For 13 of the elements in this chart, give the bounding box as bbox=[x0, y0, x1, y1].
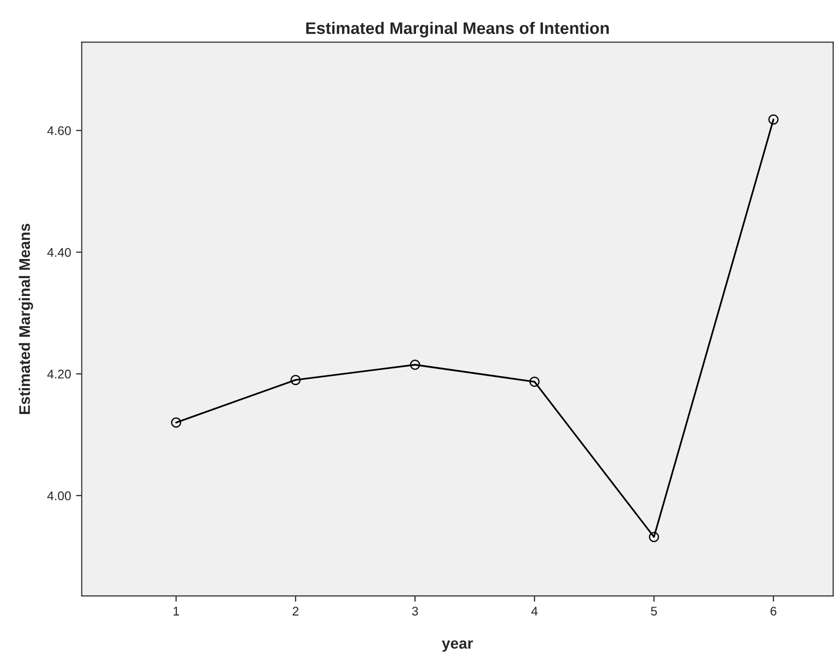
x-tick-label: 4 bbox=[531, 606, 538, 616]
y-tick-label: 4.00 bbox=[47, 491, 71, 500]
y-tick-label: 4.60 bbox=[47, 126, 71, 136]
chart-title: Estimated Marginal Means of Intention bbox=[306, 22, 609, 38]
x-tick-label: 5 bbox=[650, 606, 657, 616]
x-axis-title: year bbox=[442, 640, 473, 652]
x-tick-label: 6 bbox=[770, 606, 776, 616]
y-tick-label: 4.20 bbox=[47, 370, 71, 379]
y-tick-label: 4.40 bbox=[47, 248, 71, 257]
y-axis-title: Estimated Marginal Means bbox=[18, 224, 34, 414]
x-tick-label: 3 bbox=[412, 606, 418, 616]
x-tick-label: 1 bbox=[174, 606, 179, 616]
x-tick-label: 2 bbox=[292, 606, 298, 616]
